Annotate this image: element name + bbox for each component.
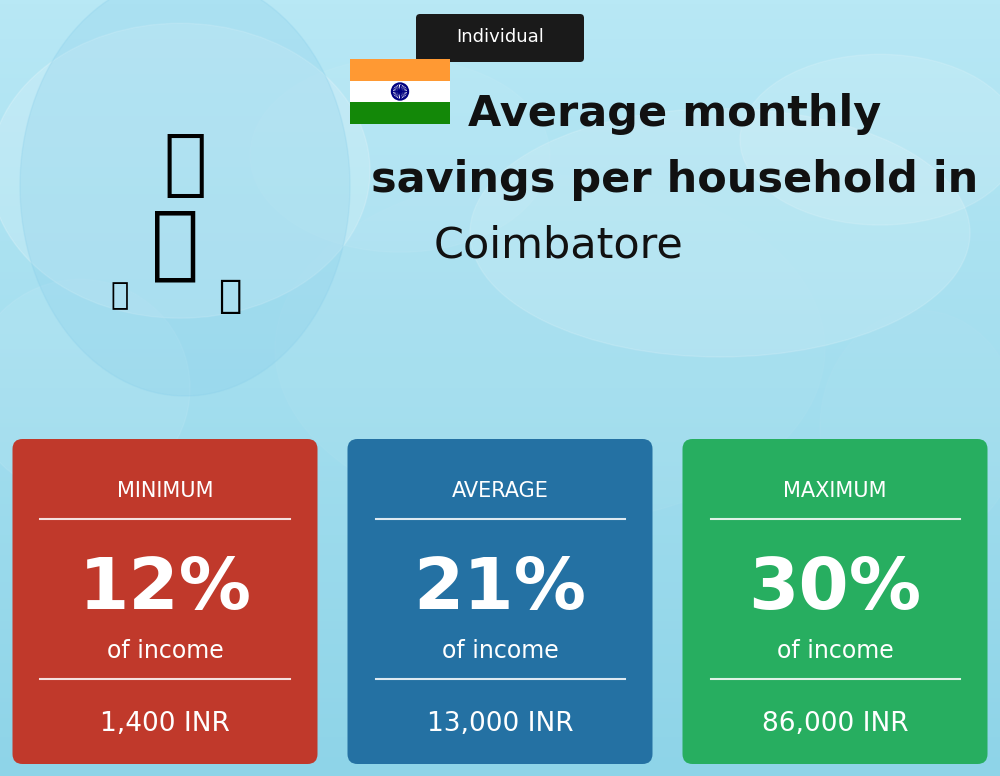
Text: 12%: 12% bbox=[78, 555, 252, 623]
Ellipse shape bbox=[0, 23, 370, 318]
Ellipse shape bbox=[0, 279, 190, 497]
Bar bbox=[350, 81, 450, 102]
Text: of income: of income bbox=[107, 639, 223, 663]
Circle shape bbox=[398, 89, 402, 94]
Text: of income: of income bbox=[442, 639, 558, 663]
Text: AVERAGE: AVERAGE bbox=[452, 481, 548, 501]
Text: Coimbatore: Coimbatore bbox=[433, 225, 683, 267]
Text: MINIMUM: MINIMUM bbox=[117, 481, 213, 501]
FancyBboxPatch shape bbox=[348, 439, 652, 764]
Text: 🪙: 🪙 bbox=[111, 282, 129, 310]
Text: 🫙: 🫙 bbox=[151, 207, 199, 285]
Text: 86,000 INR: 86,000 INR bbox=[762, 711, 908, 737]
Text: Individual: Individual bbox=[456, 28, 544, 46]
Text: 13,000 INR: 13,000 INR bbox=[427, 711, 573, 737]
Ellipse shape bbox=[250, 58, 550, 252]
Text: 1,400 INR: 1,400 INR bbox=[100, 711, 230, 737]
Bar bbox=[350, 102, 450, 124]
Text: 🌱: 🌱 bbox=[163, 131, 207, 200]
Text: Average monthly: Average monthly bbox=[468, 93, 882, 135]
FancyBboxPatch shape bbox=[416, 14, 584, 62]
Ellipse shape bbox=[275, 175, 825, 524]
Circle shape bbox=[393, 85, 407, 99]
FancyBboxPatch shape bbox=[12, 439, 318, 764]
Ellipse shape bbox=[20, 0, 350, 396]
FancyBboxPatch shape bbox=[682, 439, 988, 764]
Circle shape bbox=[391, 82, 409, 101]
Text: 21%: 21% bbox=[414, 555, 586, 623]
Text: savings per household in: savings per household in bbox=[371, 159, 979, 201]
Ellipse shape bbox=[740, 54, 1000, 225]
Text: of income: of income bbox=[777, 639, 893, 663]
Ellipse shape bbox=[820, 310, 1000, 543]
Text: 30%: 30% bbox=[748, 555, 922, 623]
Text: MAXIMUM: MAXIMUM bbox=[783, 481, 887, 501]
Ellipse shape bbox=[470, 109, 970, 357]
Text: 🪙: 🪙 bbox=[218, 277, 242, 315]
Bar bbox=[350, 59, 450, 81]
